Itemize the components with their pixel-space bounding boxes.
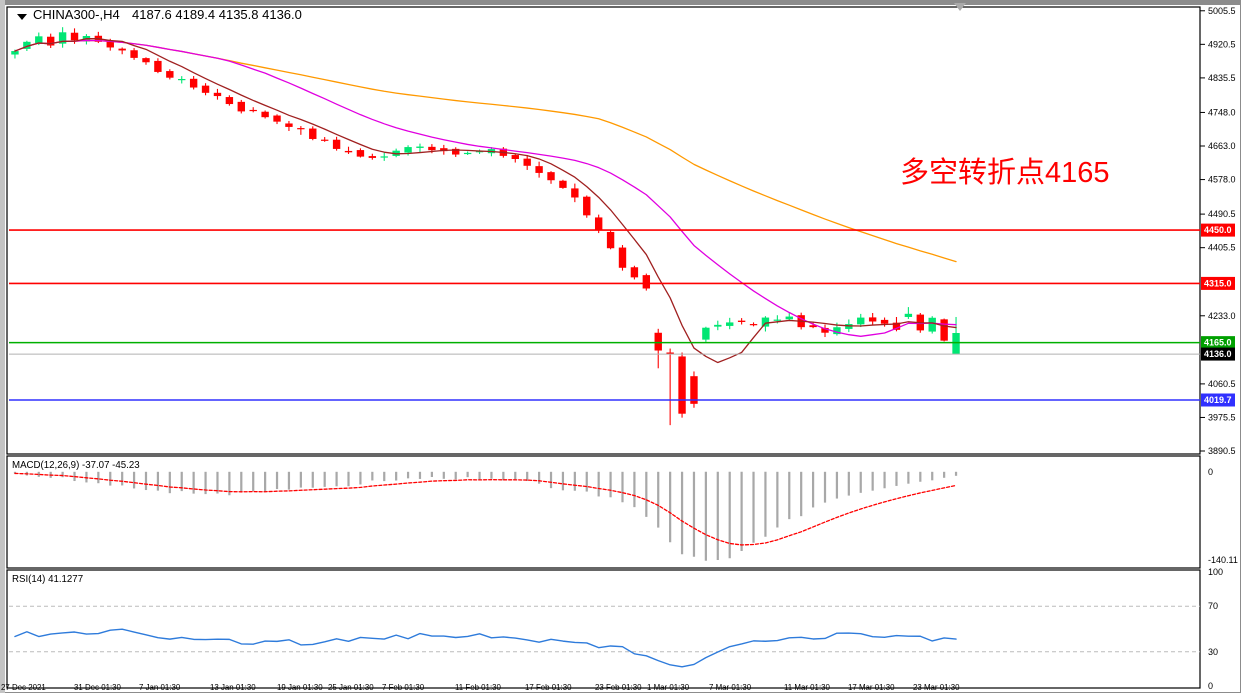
svg-text:19 Jan 01:30: 19 Jan 01:30: [277, 683, 323, 692]
svg-text:3975.5: 3975.5: [1208, 412, 1236, 422]
svg-text:4578.0: 4578.0: [1208, 175, 1236, 185]
svg-text:30: 30: [1208, 647, 1218, 657]
svg-text:23 Feb 01:30: 23 Feb 01:30: [595, 683, 642, 692]
svg-text:-140.11: -140.11: [1208, 555, 1238, 565]
svg-text:4450.0: 4450.0: [1204, 225, 1232, 235]
svg-text:1 Mar 01:30: 1 Mar 01:30: [647, 683, 690, 692]
svg-text:23 Mar 01:30: 23 Mar 01:30: [913, 683, 960, 692]
svg-text:4165.0: 4165.0: [1204, 338, 1232, 348]
svg-text:11 Mar 01:30: 11 Mar 01:30: [784, 683, 831, 692]
svg-text:4405.5: 4405.5: [1208, 243, 1236, 253]
svg-text:CHINA300-,H4: CHINA300-,H4: [33, 7, 120, 22]
svg-text:17 Feb 01:30: 17 Feb 01:30: [525, 683, 572, 692]
svg-text:70: 70: [1208, 601, 1218, 611]
svg-text:MACD(12,26,9) -37.07 -45.23: MACD(12,26,9) -37.07 -45.23: [12, 460, 140, 471]
svg-text:4187.6 4189.4 4135.8 4136.0: 4187.6 4189.4 4135.8 4136.0: [132, 7, 302, 22]
svg-text:7 Jan 01:30: 7 Jan 01:30: [139, 683, 181, 692]
svg-text:4490.5: 4490.5: [1208, 209, 1236, 219]
svg-text:25 Jan 01:30: 25 Jan 01:30: [328, 683, 374, 692]
svg-text:4663.0: 4663.0: [1208, 141, 1236, 151]
svg-text:4315.0: 4315.0: [1204, 278, 1232, 288]
svg-text:13 Jan 01:30: 13 Jan 01:30: [210, 683, 256, 692]
svg-text:4019.7: 4019.7: [1204, 395, 1232, 405]
svg-text:4748.0: 4748.0: [1208, 107, 1236, 117]
svg-text:5005.5: 5005.5: [1208, 6, 1236, 16]
svg-text:7 Feb 01:30: 7 Feb 01:30: [382, 683, 425, 692]
svg-text:11 Feb 01:30: 11 Feb 01:30: [455, 683, 502, 692]
svg-text:4920.5: 4920.5: [1208, 39, 1236, 49]
svg-text:4835.5: 4835.5: [1208, 73, 1236, 83]
svg-text:31 Dec 01:30: 31 Dec 01:30: [74, 683, 122, 692]
svg-text:7 Mar 01:30: 7 Mar 01:30: [709, 683, 752, 692]
svg-text:0: 0: [1208, 467, 1213, 477]
svg-text:100: 100: [1208, 567, 1223, 577]
svg-text:27 Dec 2021: 27 Dec 2021: [1, 683, 46, 692]
svg-text:4060.5: 4060.5: [1208, 379, 1236, 389]
svg-text:4136.0: 4136.0: [1204, 349, 1232, 359]
svg-text:3890.5: 3890.5: [1208, 446, 1236, 456]
svg-text:多空转折点4165: 多空转折点4165: [900, 156, 1110, 189]
svg-text:RSI(14) 41.1277: RSI(14) 41.1277: [12, 574, 83, 585]
svg-text:4233.0: 4233.0: [1208, 311, 1236, 321]
svg-text:17 Mar 01:30: 17 Mar 01:30: [848, 683, 895, 692]
svg-text:0: 0: [1208, 681, 1213, 691]
